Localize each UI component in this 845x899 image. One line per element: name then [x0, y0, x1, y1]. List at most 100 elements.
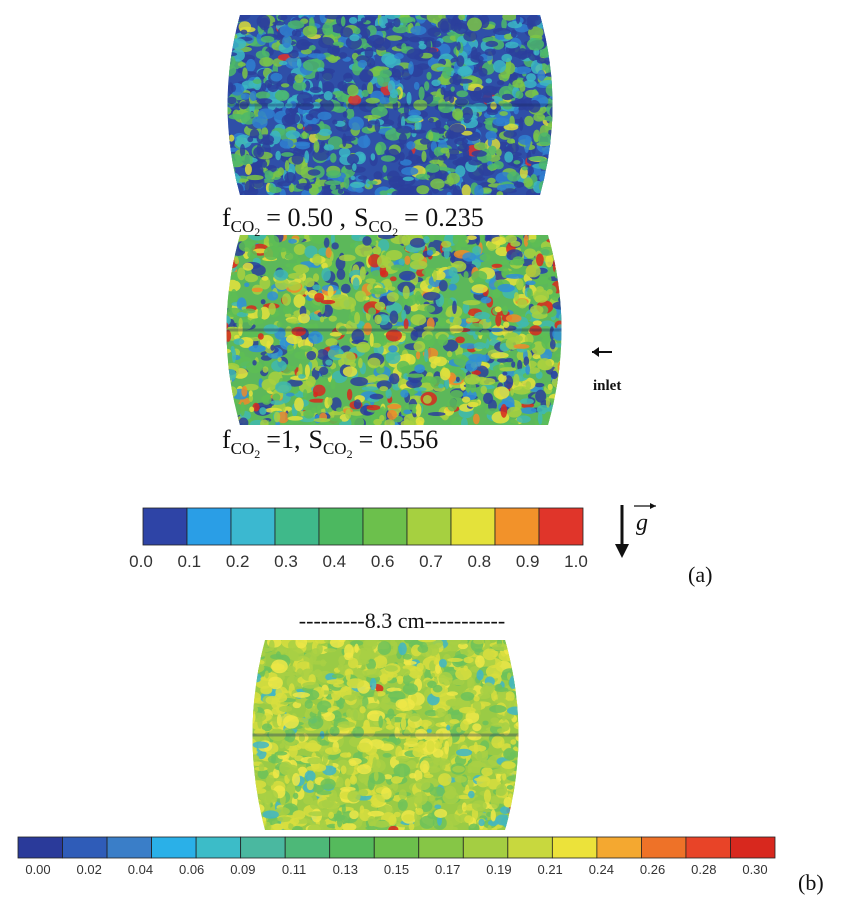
texture-patch: [551, 371, 558, 379]
texture-patch: [548, 186, 565, 198]
texture-patch: [213, 322, 220, 328]
texture-patch: [298, 374, 305, 379]
texture-patch: [408, 61, 414, 75]
texture-patch: [226, 166, 235, 174]
texture-patch: [374, 821, 390, 828]
colorbar-tick-label: 0.9: [516, 552, 540, 571]
texture-patch: [213, 147, 222, 158]
texture-patch: [286, 392, 295, 396]
texture-patch: [521, 657, 531, 665]
texture-patch: [239, 710, 252, 715]
texture-patch: [554, 238, 561, 250]
texture-patch: [298, 313, 310, 323]
texture-patch: [481, 767, 493, 776]
texture-patch: [514, 679, 522, 687]
texture-patch: [213, 348, 231, 353]
texture-patch: [216, 166, 232, 174]
texture-patch: [324, 144, 335, 150]
texture-patch: [325, 360, 332, 366]
texture-patch: [465, 359, 477, 371]
texture-patch: [482, 86, 498, 96]
texture-patch: [509, 676, 517, 689]
symbol: S: [354, 203, 368, 232]
texture-patch: [554, 244, 570, 256]
texture-patch: [210, 296, 225, 309]
texture-patch: [219, 266, 232, 276]
texture-patch: [449, 719, 459, 724]
texture-patch: [427, 10, 443, 23]
texture-patch: [472, 150, 487, 156]
texture-patch: [266, 775, 274, 786]
texture-patch: [220, 37, 225, 47]
texture-patch: [516, 12, 520, 24]
texture-patch: [379, 97, 390, 104]
texture-patch: [359, 154, 365, 162]
texture-patch: [297, 742, 312, 749]
texture-patch: [387, 410, 397, 420]
texture-patch: [406, 92, 411, 105]
texture-patch: [520, 398, 534, 404]
texture-patch: [542, 21, 557, 28]
texture-patch: [511, 361, 515, 367]
texture-patch: [562, 401, 566, 412]
texture-patch: [368, 811, 384, 817]
texture-patch: [317, 53, 326, 60]
texture-patch: [325, 747, 341, 755]
texture-patch: [430, 178, 444, 189]
texture-patch: [303, 389, 307, 399]
texture-patch: [400, 184, 415, 197]
texture-patch: [220, 77, 229, 82]
texture-patch: [403, 683, 418, 695]
colorbar-tick-label: 0.26: [640, 862, 665, 877]
texture-patch: [420, 138, 430, 144]
texture-patch: [288, 239, 297, 244]
texture-patch: [263, 366, 269, 373]
texture-patch: [284, 172, 296, 183]
texture-patch: [244, 691, 261, 703]
texture-patch: [551, 32, 568, 40]
texture-patch: [450, 711, 460, 715]
texture-patch: [364, 668, 381, 677]
texture-patch: [241, 712, 248, 717]
texture-patch: [325, 14, 342, 20]
texture-patch: [348, 116, 364, 130]
texture-patch: [317, 405, 322, 415]
texture-patch: [406, 374, 424, 378]
colorbar-segment: [686, 837, 731, 858]
texture-patch: [257, 308, 262, 321]
texture-patch: [403, 177, 414, 181]
texture-patch: [237, 756, 254, 770]
texture-patch: [388, 826, 398, 833]
texture-patch: [308, 811, 325, 816]
texture-patch: [283, 715, 299, 728]
texture-patch: [299, 346, 312, 352]
texture-patch: [482, 721, 488, 726]
texture-patch: [279, 61, 287, 65]
texture-patch: [493, 118, 510, 127]
texture-patch: [250, 780, 266, 788]
texture-patch: [520, 796, 533, 805]
texture-patch: [473, 105, 477, 118]
texture-patch: [220, 389, 234, 402]
texture-patch: [391, 265, 404, 271]
texture-patch: [238, 62, 246, 67]
texture-patch: [285, 160, 289, 171]
texture-patch: [552, 103, 567, 110]
texture-patch: [442, 791, 459, 805]
texture-patch: [539, 180, 554, 193]
texture-patch: [569, 335, 574, 341]
texture-patch: [504, 797, 513, 808]
texture-patch: [429, 234, 435, 242]
texture-patch: [343, 111, 348, 118]
texture-patch: [558, 230, 566, 241]
texture-patch: [484, 49, 495, 56]
texture-patch: [513, 782, 520, 793]
texture-patch: [472, 723, 481, 731]
texture-patch: [227, 397, 232, 408]
texture-patch: [456, 42, 460, 51]
texture-patch: [408, 667, 423, 678]
texture-patch: [314, 235, 325, 244]
texture-patch: [213, 154, 228, 163]
texture-patch: [245, 274, 258, 283]
texture-patch: [553, 13, 561, 19]
